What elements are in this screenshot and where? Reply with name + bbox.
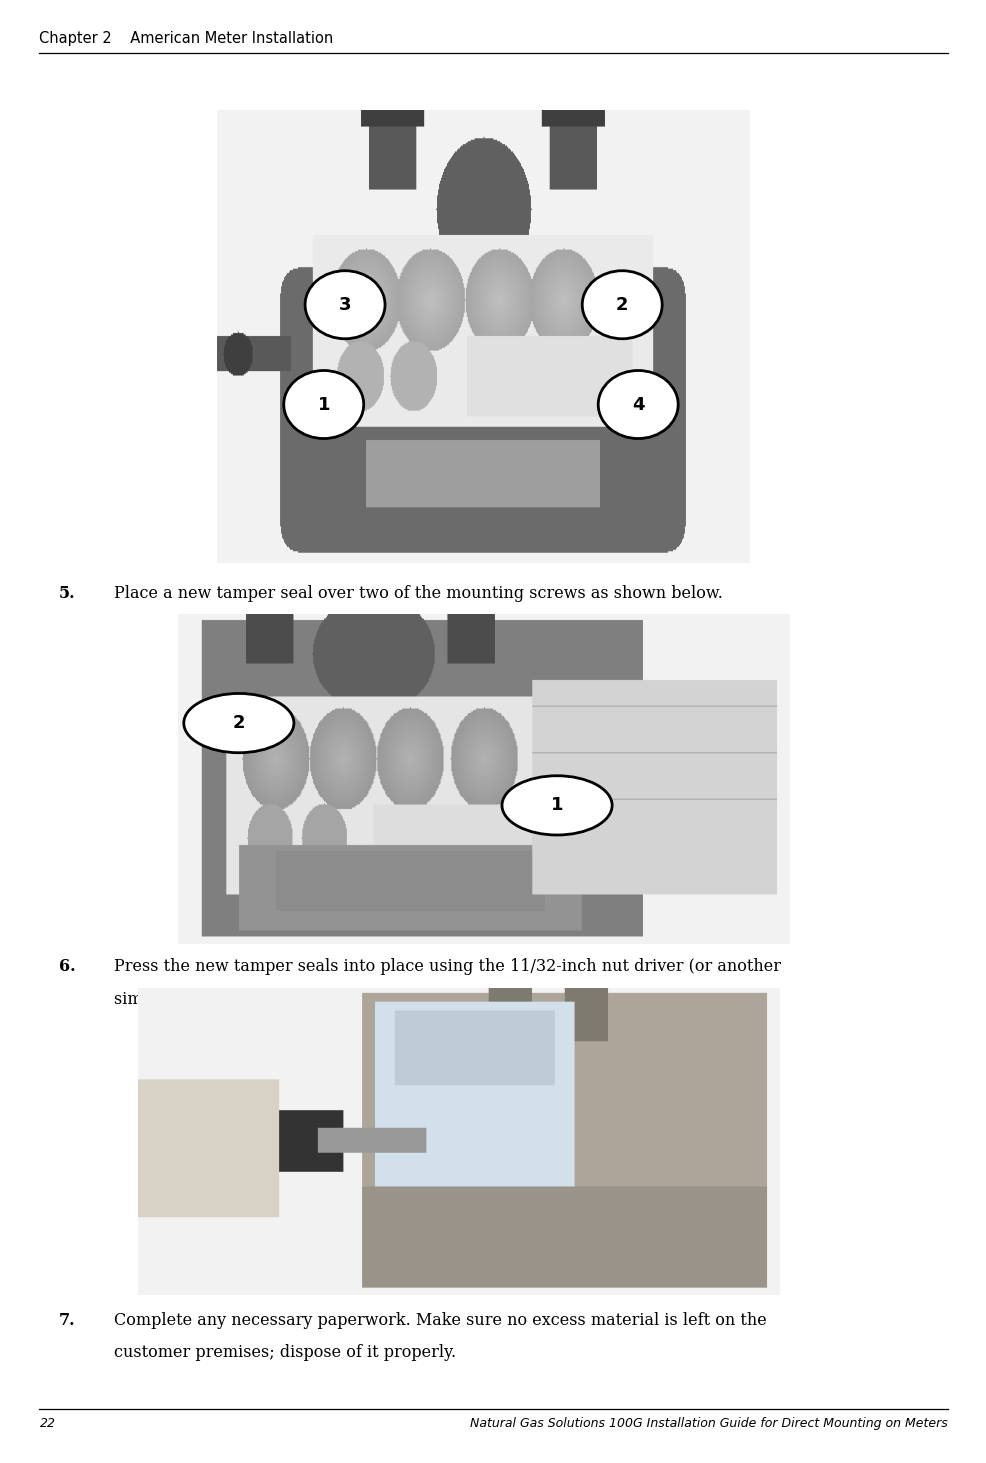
Text: 22: 22 bbox=[39, 1418, 55, 1429]
Circle shape bbox=[502, 775, 611, 835]
Circle shape bbox=[305, 271, 385, 339]
Text: Chapter 2    American Meter Installation: Chapter 2 American Meter Installation bbox=[39, 31, 333, 45]
Circle shape bbox=[598, 370, 677, 439]
Text: 1: 1 bbox=[317, 395, 329, 414]
Text: Place a new tamper seal over two of the mounting screws as shown below.: Place a new tamper seal over two of the … bbox=[113, 585, 722, 603]
Text: 4: 4 bbox=[631, 395, 644, 414]
Circle shape bbox=[284, 370, 363, 439]
Text: 2: 2 bbox=[233, 714, 245, 732]
Text: Natural Gas Solutions 100G Installation Guide for Direct Mounting on Meters: Natural Gas Solutions 100G Installation … bbox=[469, 1418, 947, 1429]
Text: Complete any necessary paperwork. Make sure no excess material is left on the: Complete any necessary paperwork. Make s… bbox=[113, 1312, 765, 1330]
Circle shape bbox=[582, 271, 662, 339]
Text: 7.: 7. bbox=[59, 1312, 76, 1330]
Text: 6.: 6. bbox=[59, 958, 76, 976]
Circle shape bbox=[183, 693, 294, 752]
Text: 3: 3 bbox=[338, 296, 351, 313]
Text: Press the new tamper seals into place using the 11/32-inch nut driver (or anothe: Press the new tamper seals into place us… bbox=[113, 958, 780, 976]
Text: similar blunt tool).: similar blunt tool). bbox=[113, 990, 265, 1008]
Text: 1: 1 bbox=[550, 796, 563, 815]
Text: customer premises; dispose of it properly.: customer premises; dispose of it properl… bbox=[113, 1344, 456, 1362]
Text: 2: 2 bbox=[615, 296, 628, 313]
Text: 5.: 5. bbox=[59, 585, 76, 603]
